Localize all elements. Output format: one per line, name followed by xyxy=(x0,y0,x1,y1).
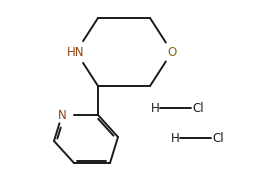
Text: H: H xyxy=(151,102,159,114)
Text: N: N xyxy=(58,109,66,122)
Text: Cl: Cl xyxy=(192,102,204,114)
Text: H: H xyxy=(171,132,179,145)
Text: HN: HN xyxy=(67,46,85,58)
Text: O: O xyxy=(167,46,177,58)
Text: Cl: Cl xyxy=(212,132,224,145)
